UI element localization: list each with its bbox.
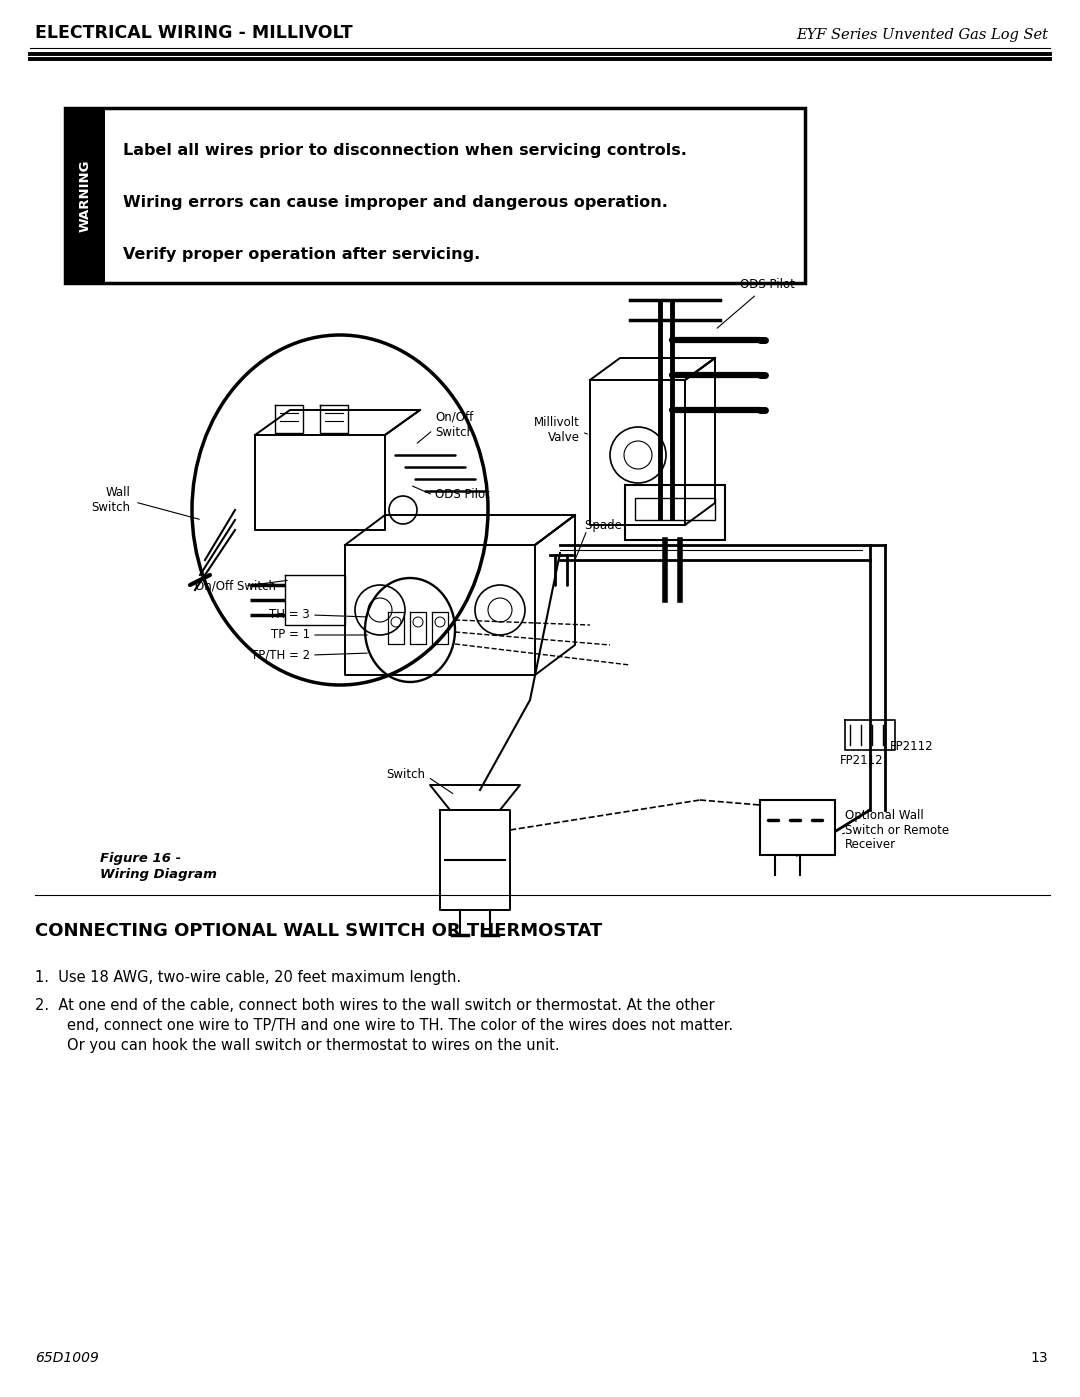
Text: Wiring Diagram: Wiring Diagram [100,868,217,882]
Text: FP2112: FP2112 [890,740,933,753]
Text: CONNECTING OPTIONAL WALL SWITCH OR THERMOSTAT: CONNECTING OPTIONAL WALL SWITCH OR THERM… [35,922,603,940]
Text: FP2112: FP2112 [840,753,883,767]
Text: Optional Wall
Switch or Remote
Receiver: Optional Wall Switch or Remote Receiver [845,809,949,852]
Text: Or you can hook the wall switch or thermostat to wires on the unit.: Or you can hook the wall switch or therm… [67,1038,559,1053]
Text: Figure 16 -: Figure 16 - [100,852,181,865]
Text: TP = 1: TP = 1 [271,629,310,641]
Text: EYF Series Unvented Gas Log Set: EYF Series Unvented Gas Log Set [796,28,1048,42]
Text: Millivolt
Valve: Millivolt Valve [535,416,580,444]
Text: ODS Pilot: ODS Pilot [717,278,795,328]
Text: 1.  Use 18 AWG, two-wire cable, 20 feet maximum length.: 1. Use 18 AWG, two-wire cable, 20 feet m… [35,970,461,985]
Text: end, connect one wire to TP/TH and one wire to TH. The color of the wires does n: end, connect one wire to TP/TH and one w… [67,1018,733,1032]
Text: Verify proper operation after servicing.: Verify proper operation after servicing. [123,246,481,261]
Text: 2.  At one end of the cable, connect both wires to the wall switch or thermostat: 2. At one end of the cable, connect both… [35,997,715,1013]
Text: 65D1009: 65D1009 [35,1351,99,1365]
Bar [65,108,805,284]
Text: On/Off
Switch: On/Off Switch [435,411,474,439]
Text: 13: 13 [1030,1351,1048,1365]
Text: TH = 3: TH = 3 [269,609,310,622]
Bar [65,108,105,284]
Text: WARNING: WARNING [79,159,92,232]
Text: ODS Pilot: ODS Pilot [435,489,490,502]
Bar [625,485,725,541]
Text: Wiring errors can cause improper and dangerous operation.: Wiring errors can cause improper and dan… [123,194,667,210]
Text: TP/TH = 2: TP/TH = 2 [251,648,310,662]
Text: Spade Terminal: Spade Terminal [585,518,676,531]
Text: Wall
Switch: Wall Switch [91,486,130,514]
Bar [760,800,835,855]
Text: On/Off Switch: On/Off Switch [195,580,276,592]
Text: ELECTRICAL WIRING - MILLIVOLT: ELECTRICAL WIRING - MILLIVOLT [35,24,353,42]
Bar [635,497,715,520]
Text: Switch: Switch [386,768,426,781]
Text: Label all wires prior to disconnection when servicing controls.: Label all wires prior to disconnection w… [123,142,687,158]
